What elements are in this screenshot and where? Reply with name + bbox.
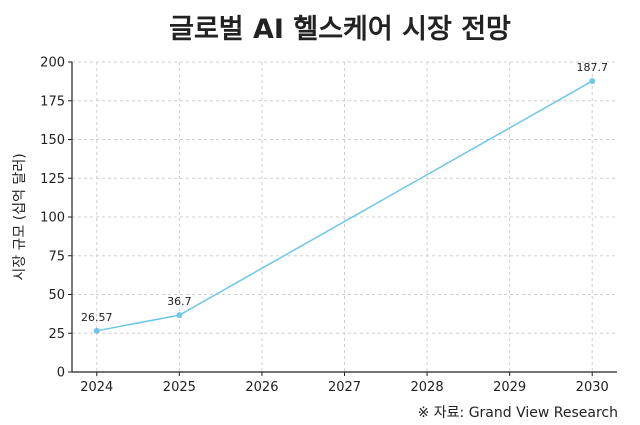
y-tick-label: 125 (40, 172, 65, 187)
y-tick-label: 50 (48, 288, 65, 303)
grid (72, 61, 617, 373)
axes: 0 25 50 75 100 125 150 175 200 2024 2025 2026 2027 20… (40, 56, 617, 395)
x-tick-label: 2030 (576, 380, 609, 395)
data-point (93, 327, 100, 334)
data-point (589, 78, 596, 85)
x-tick-label: 2028 (411, 380, 444, 395)
y-tick-label: 75 (48, 249, 65, 264)
series: 26.57 36.7 187.7 (81, 61, 608, 334)
data-label: 187.7 (576, 61, 608, 74)
source-note: ※ 자료: Grand View Research (418, 405, 618, 421)
y-tick-label: 0 (57, 366, 65, 381)
data-label: 36.7 (167, 295, 192, 308)
y-axis-label: 시장 규모 (십억 달러) (12, 153, 28, 280)
y-tick-label: 150 (40, 133, 65, 148)
x-tick-label: 2029 (493, 380, 526, 395)
x-tick-label: 2027 (328, 380, 361, 395)
x-tick-label: 2024 (80, 380, 113, 395)
x-tick-label: 2025 (163, 380, 196, 395)
y-tick-label: 100 (40, 211, 65, 226)
y-tick-label: 200 (40, 56, 65, 71)
data-point (176, 312, 183, 319)
y-tick-label: 25 (48, 327, 65, 342)
y-tick-label: 175 (40, 94, 65, 109)
data-label: 26.57 (81, 311, 113, 324)
chart-title: 글로벌 AI 헬스케어 시장 전망 (169, 14, 511, 45)
x-tick-label: 2026 (245, 380, 278, 395)
